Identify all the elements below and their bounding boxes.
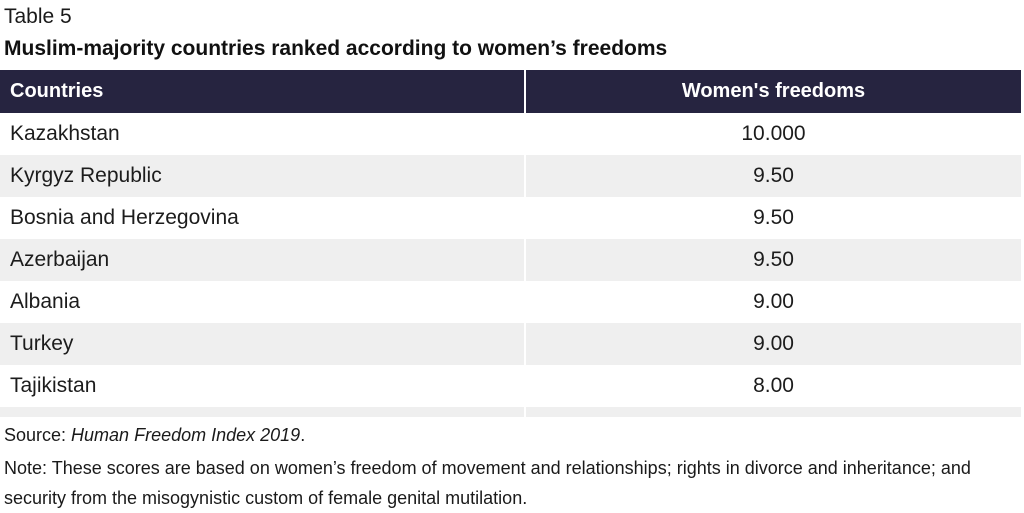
table-row: Tajikistan 8.00 xyxy=(0,365,1021,407)
source-end: . xyxy=(300,425,306,445)
country-cell: Bosnia and Herzegovina xyxy=(0,197,526,239)
data-table: Countries Women's freedoms Kazakhstan 10… xyxy=(0,70,1021,417)
country-cell: Kyrgyz Republic xyxy=(0,155,526,197)
score-cell: 9.50 xyxy=(753,248,794,271)
score-cell: 10.000 xyxy=(741,122,806,145)
header-womens-freedoms: Women's freedoms xyxy=(681,80,866,102)
source-title: Human Freedom Index 2019 xyxy=(71,425,301,445)
table-row: Kazakhstan 10.000 xyxy=(0,113,1021,155)
table-row: Uzbekistan 7.50 xyxy=(0,407,1021,417)
table-row: Bosnia and Herzegovina 9.50 xyxy=(0,197,1021,239)
table-row: Turkey 9.00 xyxy=(0,323,1021,365)
country-cell: Tajikistan xyxy=(0,365,526,407)
table-note: Note: These scores are based on women’s … xyxy=(4,458,971,508)
score-cell: 7.50 xyxy=(526,407,1021,417)
table-title: Muslim-majority countries ranked accordi… xyxy=(4,37,668,60)
country-cell: Azerbaijan xyxy=(0,239,526,281)
score-cell: 9.00 xyxy=(753,290,794,313)
score-cell: 9.00 xyxy=(753,332,794,355)
country-cell: Kazakhstan xyxy=(0,113,526,155)
country-cell: Albania xyxy=(0,281,526,323)
score-cell: 9.50 xyxy=(753,206,794,229)
country-cell: Turkey xyxy=(0,323,526,365)
table-row: Kyrgyz Republic 9.50 xyxy=(0,155,1021,197)
table-label: Table 5 xyxy=(4,5,72,28)
score-cell: 9.50 xyxy=(753,164,794,187)
score-cell: 8.00 xyxy=(753,374,794,397)
country-cell: Uzbekistan xyxy=(0,407,526,417)
source-label: Source: xyxy=(4,425,72,445)
table-row: Albania 9.00 xyxy=(0,281,1021,323)
table-row: Azerbaijan 9.50 xyxy=(0,239,1021,281)
source-line: Source: Human Freedom Index 2019. xyxy=(4,423,305,447)
table-header-row: Countries Women's freedoms xyxy=(0,70,1021,113)
header-countries: Countries xyxy=(0,70,526,113)
